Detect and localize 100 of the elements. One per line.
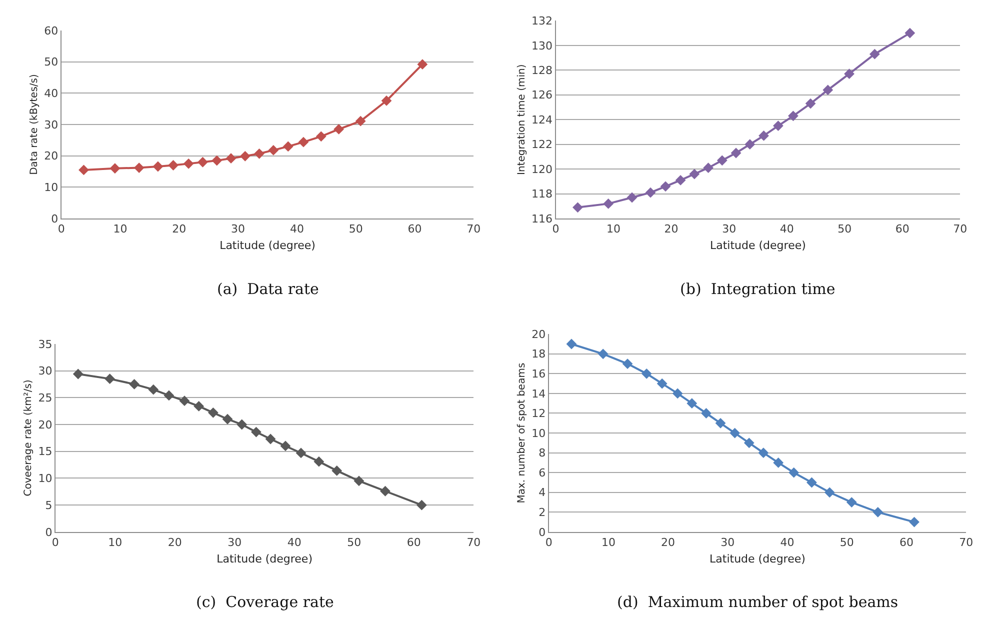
point (355, 116, 366, 126)
point (316, 131, 326, 142)
x-tick-label: 50 (347, 536, 362, 550)
y-tick-label: 10 (532, 426, 546, 440)
point (626, 192, 638, 203)
y-tick-label: 16 (532, 368, 546, 381)
point (716, 155, 728, 166)
point (730, 428, 740, 438)
point (250, 426, 262, 438)
x-tick-label: 10 (601, 536, 616, 550)
point (298, 136, 309, 148)
y-tick-label: 30 (38, 364, 52, 378)
y-tick-label: 5 (45, 498, 52, 512)
point (622, 358, 633, 369)
point (703, 162, 714, 174)
point (240, 150, 250, 162)
x-tick-label: 20 (661, 536, 676, 550)
y-tick-label: 6 (538, 466, 546, 480)
point (198, 156, 208, 168)
y-tick-label: 20 (532, 328, 546, 341)
point (772, 120, 784, 131)
x-axis-title: Latitude (degree) (710, 238, 806, 252)
point (226, 153, 236, 164)
point (701, 408, 712, 418)
point (381, 95, 392, 106)
point (909, 516, 920, 528)
y-axis-title: Integration time (min) (516, 64, 528, 175)
point (152, 161, 164, 172)
x-tick-label: 50 (840, 536, 854, 550)
y-tick-label: 130 (532, 39, 553, 52)
point (730, 148, 742, 158)
point (872, 506, 884, 518)
point (332, 466, 342, 476)
point (744, 139, 756, 150)
y-tick-label: 118 (532, 188, 553, 201)
y-tick-label: 20 (38, 418, 52, 432)
y-tick-label: 15 (38, 445, 52, 458)
x-axis-title: Latitude (degree) (216, 552, 313, 566)
y-tick-label: 25 (38, 391, 52, 404)
y-tick-label: 18 (532, 348, 546, 361)
y-tick-label: 0 (51, 212, 58, 226)
point (265, 434, 276, 444)
x-tick-label: 30 (720, 536, 735, 550)
x-tick-label: 10 (113, 222, 128, 236)
point (134, 162, 144, 173)
x-tick-label: 40 (780, 536, 794, 550)
point (645, 187, 656, 198)
y-tick-label: 35 (38, 338, 52, 351)
x-tick-label: 60 (900, 536, 914, 550)
point (572, 202, 583, 213)
point (268, 145, 279, 156)
y-tick-label: 10 (38, 472, 52, 486)
y-tick-label: 50 (44, 56, 58, 69)
point (656, 378, 668, 389)
point (222, 414, 233, 424)
x-tick-label: 30 (231, 222, 246, 236)
point (822, 84, 834, 96)
text: (c) Coverage rate (196, 593, 334, 611)
y-tick-label: 40 (44, 87, 58, 100)
x-tick-label: 40 (780, 222, 794, 236)
point (598, 348, 608, 360)
x-tick-label: 10 (606, 222, 621, 236)
point (788, 110, 798, 122)
y-tick-label: 128 (532, 64, 553, 77)
point (689, 168, 700, 180)
y-tick-label: 8 (538, 446, 546, 460)
x-tick-label: 70 (959, 536, 974, 550)
point (416, 500, 427, 510)
y-tick-label: 10 (44, 181, 58, 194)
point (164, 390, 174, 401)
point (824, 487, 835, 498)
x-tick-label: 40 (287, 536, 302, 550)
point (758, 448, 769, 458)
y-tick-label: 0 (538, 526, 546, 539)
y-axis-title: Data rate (kBytes/s) (29, 74, 40, 175)
point (672, 388, 683, 399)
point (603, 198, 614, 209)
y-tick-label: 116 (532, 212, 553, 226)
point (846, 497, 857, 508)
y-tick-label: 4 (538, 486, 546, 500)
y-tick-label: 126 (532, 88, 553, 102)
point (566, 338, 577, 350)
point (806, 477, 817, 488)
point (129, 379, 140, 390)
y-tick-label: 14 (532, 387, 546, 400)
point (715, 418, 726, 428)
point (280, 440, 291, 452)
point (282, 141, 294, 152)
x-tick-label: 10 (108, 536, 122, 550)
x-tick-label: 70 (466, 536, 481, 550)
y-tick-label: 124 (532, 113, 553, 126)
point (314, 456, 324, 467)
point (773, 458, 784, 468)
point (788, 467, 800, 478)
y-tick-label: 132 (532, 14, 553, 28)
x-tick-label: 60 (408, 222, 422, 236)
y-tick-label: 12 (532, 407, 546, 420)
y-tick-label: 120 (532, 162, 553, 176)
point (686, 398, 698, 409)
point (78, 164, 89, 176)
